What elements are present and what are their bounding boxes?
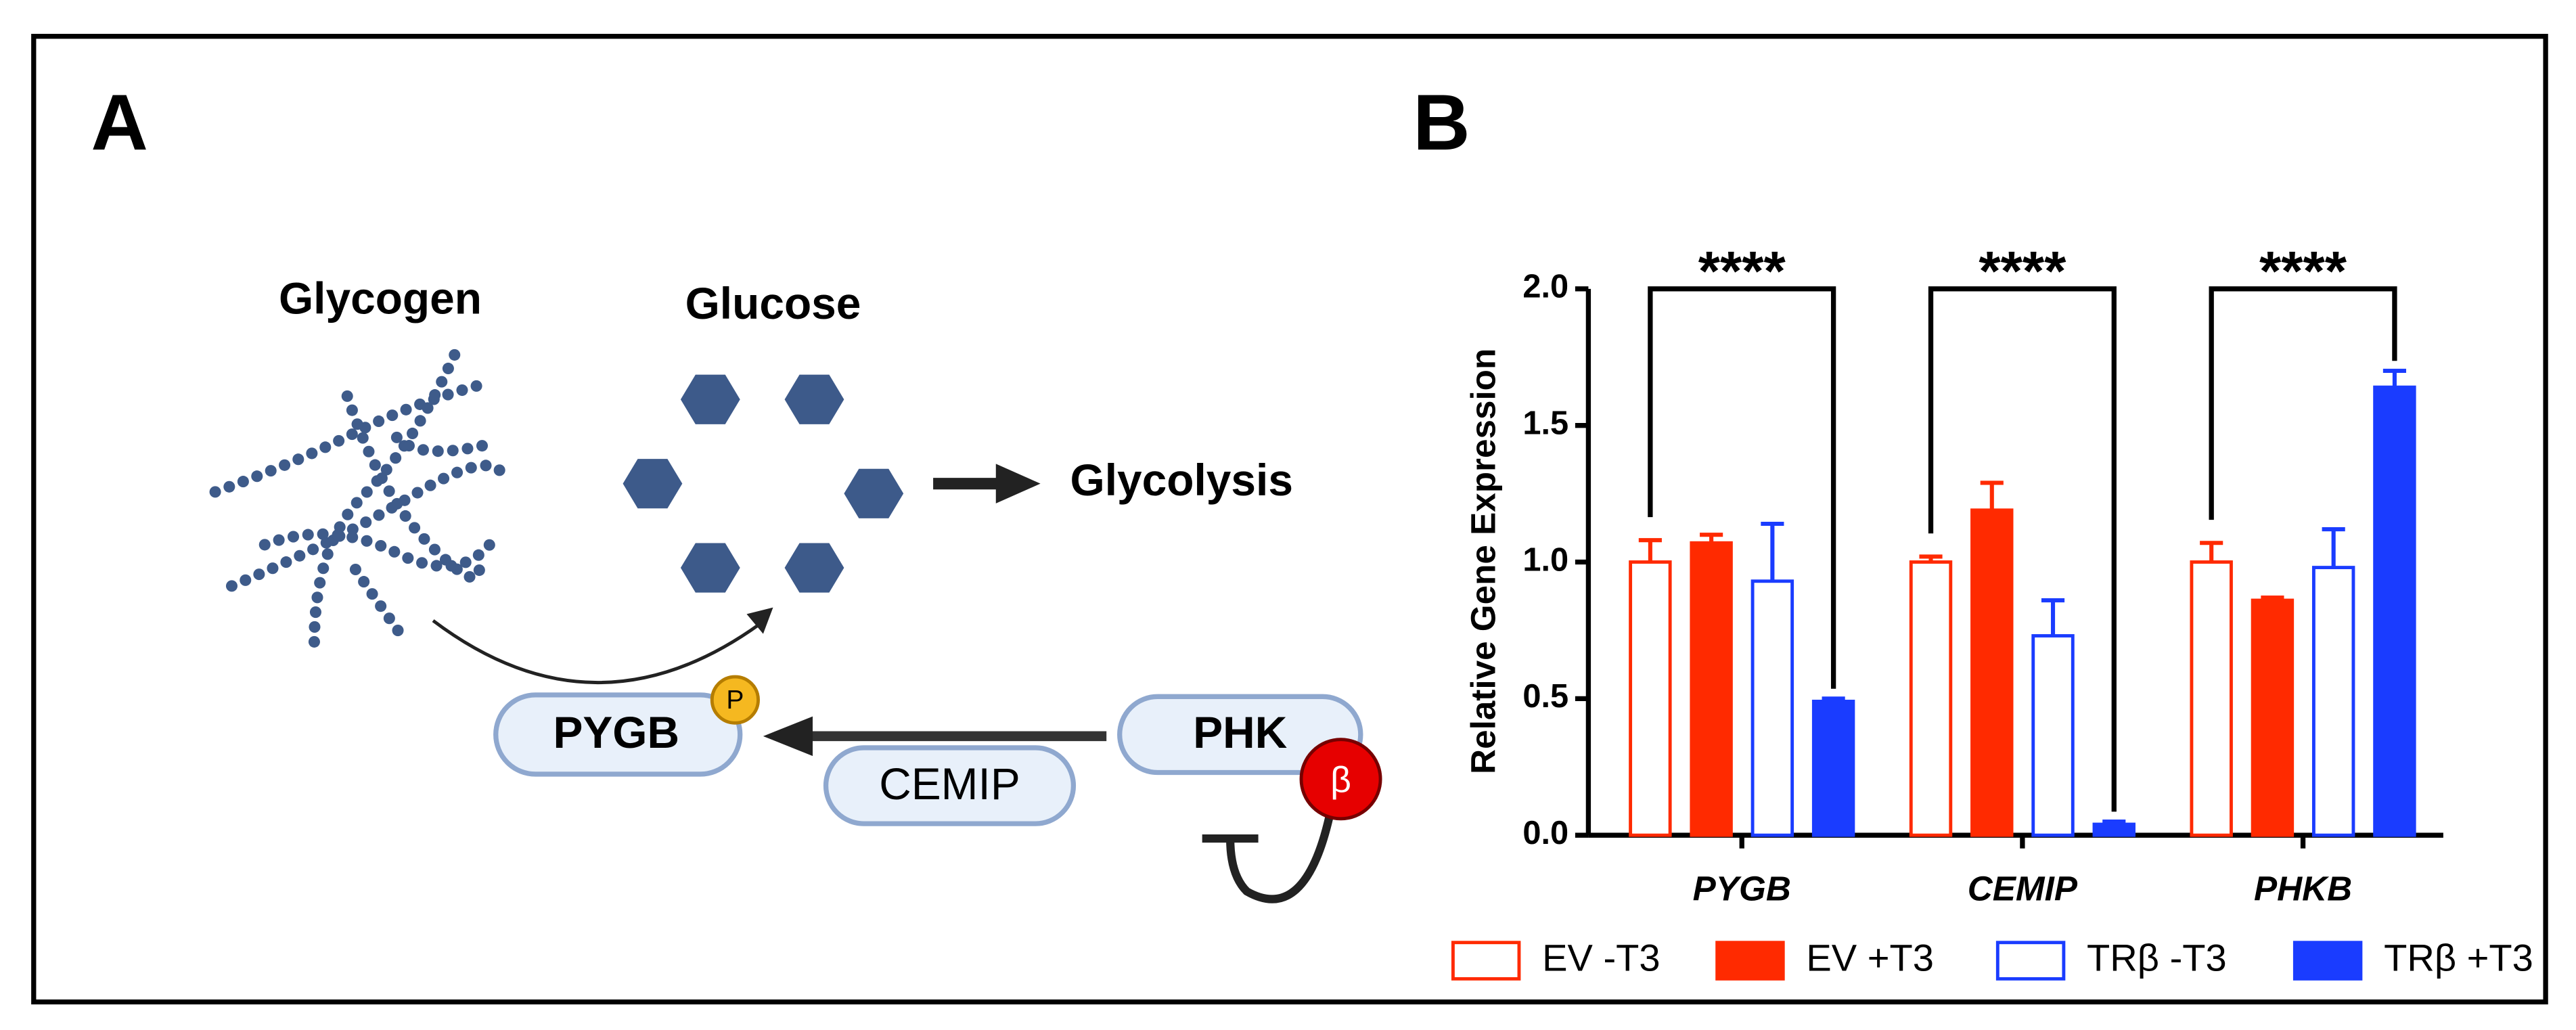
phospho-circle — [710, 675, 760, 725]
significance-label: **** — [1698, 240, 1786, 303]
y-axis-label: Relative Gene Expression — [1464, 349, 1503, 774]
bar — [2092, 822, 2136, 837]
legend-label: EV -T3 — [1542, 936, 1660, 979]
y-tick-label: 2.0 — [1522, 269, 1568, 305]
bar — [2251, 598, 2295, 837]
phk-box — [1117, 694, 1363, 776]
x-tick-label: CEMIP — [1968, 870, 2078, 908]
bar-chart: 0.0 0.5 1.0 1.5 2.0 PYGB **** CEMIP **** PHKB ****… — [1451, 240, 2533, 981]
significance-label: **** — [2259, 240, 2347, 303]
error-bar — [2322, 527, 2345, 568]
legend-swatch — [1715, 941, 1785, 981]
bar — [1970, 508, 2014, 837]
bar — [1629, 560, 1672, 837]
glycolysis-arrow — [933, 464, 1041, 503]
legend-swatch — [1995, 941, 2066, 981]
y-tick-label: 1.0 — [1522, 541, 1568, 578]
glucose-hexagons — [623, 374, 904, 593]
bar — [1811, 699, 1855, 837]
error-bar — [2200, 541, 2223, 562]
error-bar — [2382, 368, 2406, 388]
phk-label: PHK — [1193, 707, 1287, 757]
glycogen-label: Glycogen — [279, 273, 482, 323]
error-bar — [2041, 598, 2065, 636]
error-bar — [1822, 696, 1845, 702]
error-bar — [2261, 595, 2284, 601]
error-bar — [2102, 819, 2126, 825]
phk-arrow — [763, 716, 1107, 757]
error-bar — [1980, 480, 2004, 510]
pygb-label: PYGB — [553, 707, 679, 757]
panel-label: A — [91, 78, 148, 166]
glycogen — [209, 349, 510, 650]
significance-label: **** — [1979, 240, 2066, 303]
frame — [31, 34, 2548, 1005]
bar — [1690, 541, 1733, 837]
significance-bracket — [1648, 286, 1836, 689]
legend-label: TRβ +T3 — [2384, 936, 2533, 979]
y-tick-label: 1.5 — [1522, 405, 1568, 442]
significance-bracket — [2209, 286, 2397, 520]
significance-bracket — [1928, 286, 2117, 812]
bar — [2031, 634, 2075, 837]
x-tick-label: PHKB — [2254, 870, 2352, 908]
x-tick-label: PYGB — [1693, 870, 1791, 908]
legend-label: TRβ -T3 — [2087, 936, 2227, 979]
bar — [1750, 579, 1794, 837]
glycolysis-label: Glycolysis — [1070, 455, 1293, 505]
bar — [2373, 385, 2416, 837]
bar — [1909, 560, 1953, 837]
inhibition — [1202, 815, 1334, 903]
bar — [2190, 560, 2233, 837]
beta-label: β — [1330, 759, 1351, 800]
beta-circle — [1299, 738, 1382, 821]
y-tick-label: 0.5 — [1522, 678, 1568, 715]
bar — [2311, 566, 2355, 837]
legend-label: EV +T3 — [1806, 936, 1934, 979]
error-bar — [1700, 533, 1723, 543]
cemip-label: CEMIP — [879, 759, 1020, 809]
error-bar — [1761, 521, 1784, 581]
phospho-label: P — [726, 686, 744, 715]
pygb-box — [493, 692, 743, 777]
panel-label: B — [1413, 78, 1470, 166]
y-tick-label: 0.0 — [1522, 815, 1568, 851]
error-bar — [1638, 538, 1662, 562]
conversion-arrow — [432, 607, 773, 685]
error-bar — [1919, 554, 1943, 562]
glucose-label: Glucose — [685, 278, 861, 328]
legend-swatch — [2292, 941, 2363, 981]
cemip-box — [823, 745, 1077, 826]
legend-swatch — [1451, 941, 1521, 981]
